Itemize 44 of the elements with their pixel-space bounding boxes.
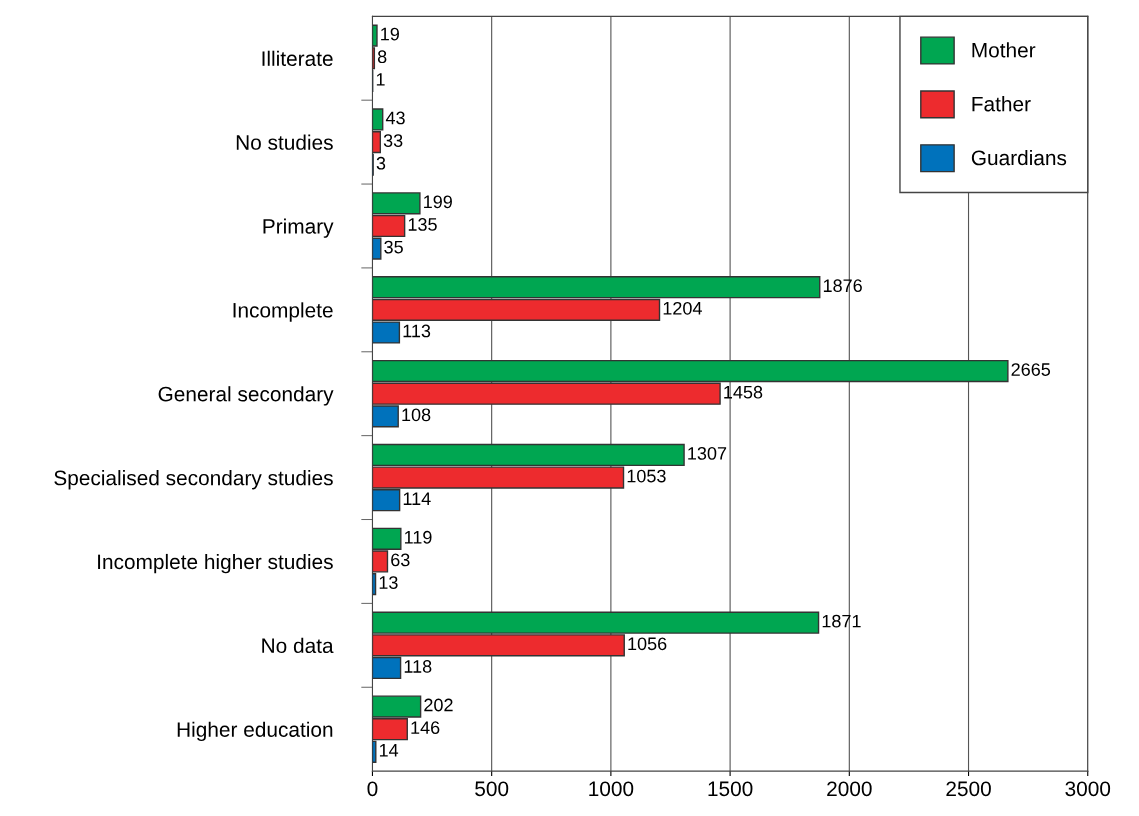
y-tick-label: General secondary: [158, 386, 334, 406]
x-tick-label: 2000: [827, 781, 872, 797]
data-label: 108: [402, 408, 431, 422]
data-label: 199: [424, 195, 452, 209]
data-label: 13: [379, 576, 398, 589]
data-label: 63: [391, 553, 410, 567]
legend-label: Father: [972, 96, 1031, 112]
data-label: 202: [424, 698, 453, 712]
data-label: 8: [377, 50, 387, 64]
x-tick-label: 1500: [708, 781, 753, 797]
y-tick-label: Specialised secondary studies: [54, 470, 333, 490]
data-label: 1204: [663, 301, 702, 315]
legend-label: Guardians: [971, 149, 1067, 166]
x-tick-label: 2500: [946, 781, 991, 797]
x-tick-label: 0: [367, 781, 378, 797]
data-label: 1056: [628, 637, 667, 651]
data-label: 14: [379, 744, 399, 757]
data-label: 19: [381, 27, 399, 41]
data-label: 43: [385, 111, 405, 125]
data-label: 1: [376, 73, 385, 86]
data-label: 1053: [627, 469, 666, 483]
y-tick-label: Illiterate: [262, 50, 333, 67]
y-tick-label: No data: [262, 637, 334, 654]
data-label: 35: [384, 240, 403, 254]
data-label: 113: [403, 324, 431, 338]
data-label: 1307: [688, 447, 727, 460]
data-label: 1458: [724, 385, 763, 399]
x-tick-label: 3000: [1065, 781, 1111, 797]
data-label: 3: [376, 156, 386, 170]
legend-label: Mother: [972, 42, 1036, 58]
data-label: 114: [403, 492, 431, 505]
x-tick-label: 500: [475, 781, 509, 797]
y-tick-label: No studies: [236, 134, 333, 150]
x-tick-label: 1000: [589, 781, 634, 797]
data-label: 33: [383, 134, 403, 147]
data-label: 146: [411, 721, 440, 735]
data-label: 119: [404, 530, 432, 544]
y-tick-label: Primary: [263, 218, 334, 238]
y-tick-label: Incomplete higher studies: [98, 553, 333, 574]
data-label: 2665: [1011, 363, 1051, 376]
y-tick-label: Incomplete: [233, 302, 333, 322]
y-tick-label: Higher education: [177, 721, 333, 742]
data-label: 135: [408, 218, 437, 231]
data-label: 118: [404, 660, 432, 673]
